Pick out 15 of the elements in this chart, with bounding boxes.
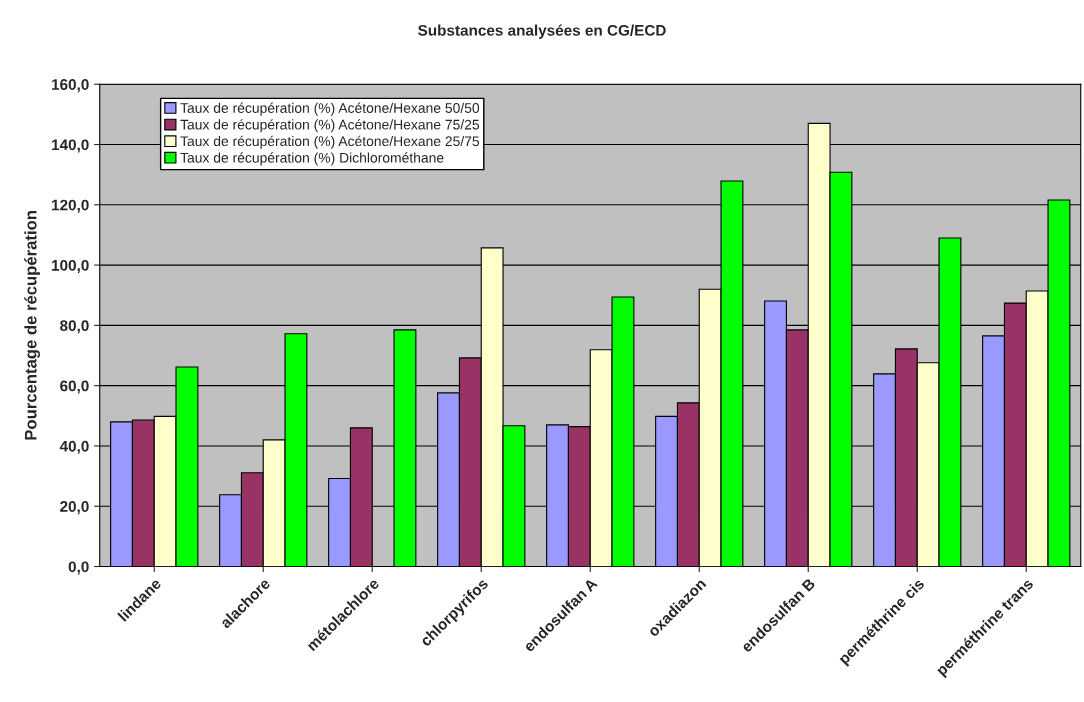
y-tick-label: 60,0 [60,380,89,394]
y-tick-label: 0,0 [68,561,89,575]
legend-label: Taux de récupération (%) Acétone/Hexane 25/75 [180,135,480,149]
y-tick-label: 100,0 [52,259,89,273]
chart-title: Substances analysées en CG/ECD [418,24,666,39]
y-tick-label: 20,0 [60,501,89,515]
y-tick-label: 80,0 [60,320,89,334]
legend-label: Taux de récupération (%) Dichlorométhane [180,152,444,166]
y-axis-title: Pourcentage de récupération [24,211,40,440]
y-tick-label: 160,0 [52,79,89,93]
y-tick-label: 140,0 [52,139,89,153]
legend-label: Taux de récupération (%) Acétone/Hexane 75/25 [180,119,480,133]
y-tick-label: 120,0 [52,199,89,213]
legend-label: Taux de récupération (%) Acétone/Hexane 50/50 [180,102,480,116]
y-tick-label: 40,0 [59,440,89,454]
